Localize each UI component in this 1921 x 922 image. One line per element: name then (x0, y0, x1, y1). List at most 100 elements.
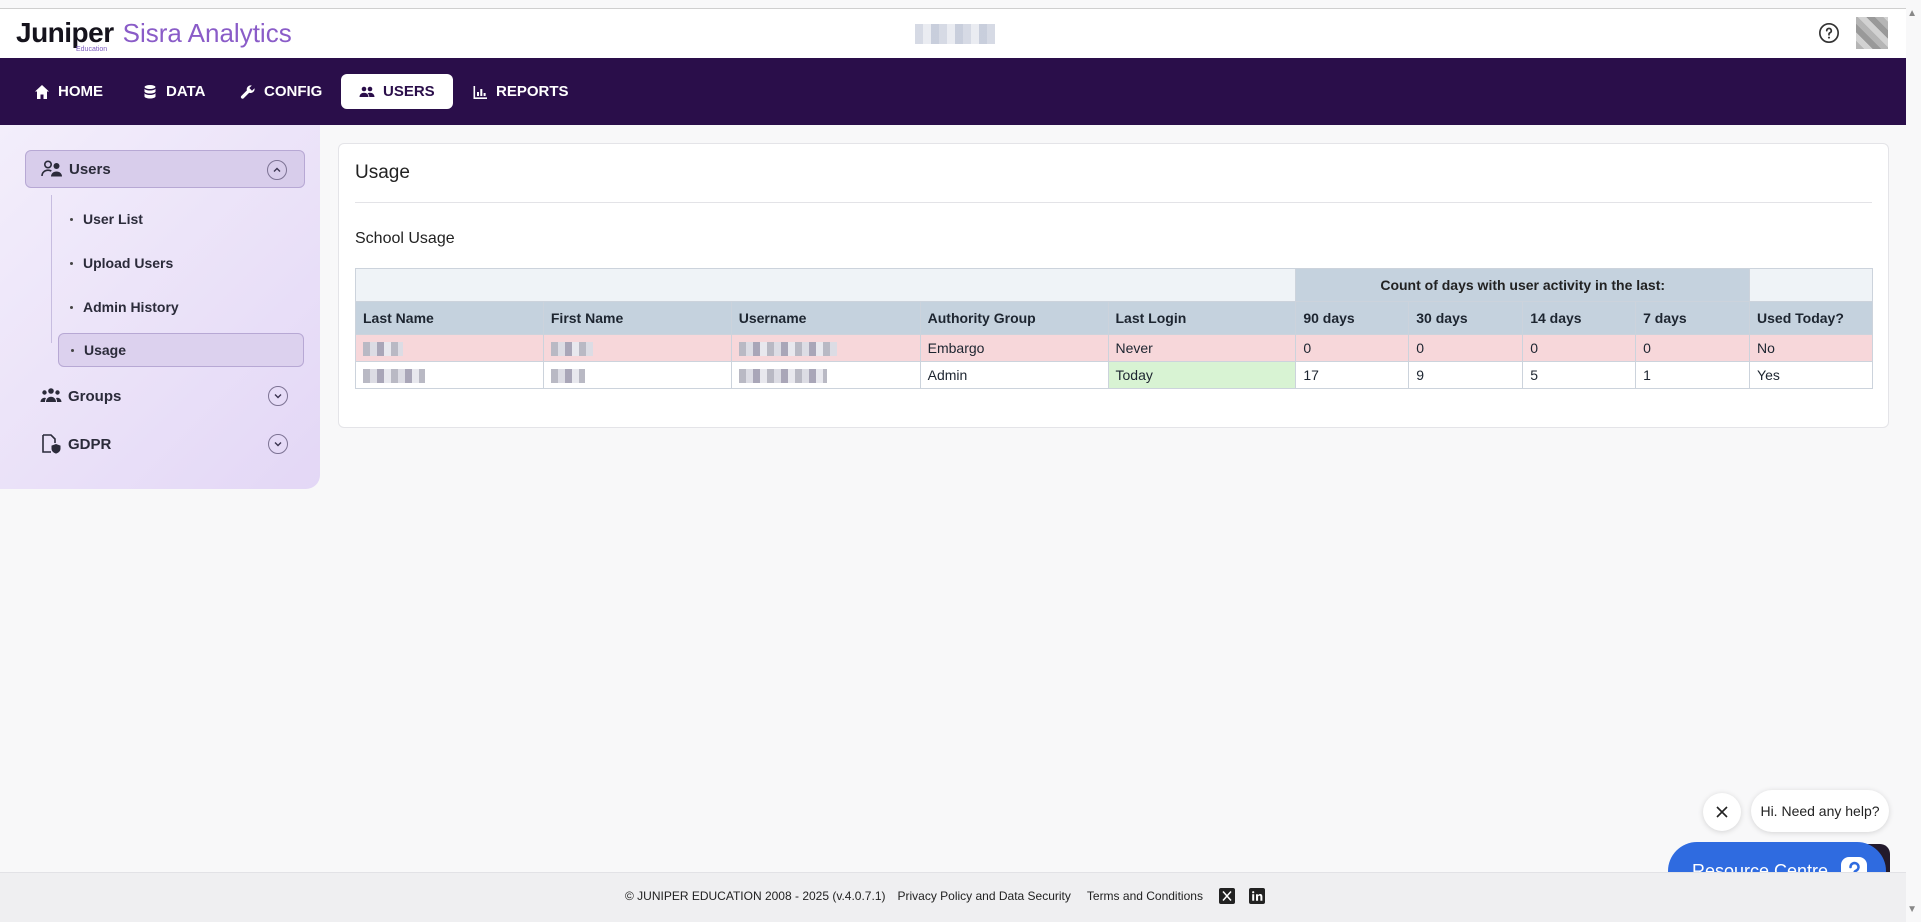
main-nav: HOME DATA CONFIG USERS REPORTS (0, 58, 1906, 125)
redacted-text (363, 342, 403, 357)
scroll-down-arrow-icon[interactable]: ▼ (1907, 904, 1917, 915)
column-header-last-login[interactable]: Last Login (1107, 301, 1297, 335)
sidebar-group-gdpr-label: GDPR (68, 435, 112, 453)
sidebar-group-gdpr[interactable]: GDPR (25, 425, 305, 463)
linkedin-icon[interactable] (1248, 888, 1265, 904)
days-30-cell: 9 (1408, 361, 1524, 389)
nav-reports[interactable]: REPORTS (454, 74, 587, 109)
group-icon (40, 388, 62, 402)
brand-sub: Education (76, 46, 108, 53)
wrench-icon (240, 84, 255, 99)
redacted-text (738, 369, 827, 384)
bullet-icon (70, 305, 73, 309)
sidebar-group-groups[interactable]: Groups (25, 377, 305, 415)
nav-reports-label: REPORTS (496, 83, 569, 100)
submenu-guide-line (51, 195, 52, 343)
sidebar-item-usage[interactable]: Usage (58, 333, 304, 367)
first-name-cell (542, 361, 732, 389)
chevron-up-icon[interactable] (267, 160, 287, 180)
days-14-cell: 0 (1522, 334, 1637, 362)
sidebar-group-users-label: Users (69, 160, 111, 178)
table-group-header-spacer (354, 268, 1297, 302)
school-name-redacted (915, 24, 995, 44)
scroll-up-arrow-icon[interactable]: ▲ (1907, 8, 1917, 19)
authority-group-cell: Admin (919, 361, 1109, 389)
nav-data-label: DATA (166, 83, 206, 100)
users-icon (41, 160, 62, 177)
sidebar-item-label: Admin History (83, 299, 179, 315)
close-help-button[interactable] (1703, 793, 1741, 831)
bullet-icon (70, 217, 73, 221)
days-7-cell: 0 (1635, 334, 1751, 362)
sidebar-item-upload-users[interactable]: Upload Users (58, 246, 304, 280)
last-login-cell: Today (1107, 361, 1297, 389)
column-header-14-days[interactable]: 14 days (1522, 301, 1637, 335)
username-cell (730, 334, 921, 362)
last-login-cell: Never (1107, 334, 1297, 362)
footer: © JUNIPER EDUCATION 2008 - 2025 (v.4.0.7… (0, 872, 1906, 922)
days-7-cell: 1 (1635, 361, 1751, 389)
footer-terms-link[interactable]: Terms and Conditions (1086, 889, 1203, 903)
column-header-last-name[interactable]: Last Name (355, 301, 544, 335)
days-30-cell: 0 (1408, 334, 1524, 362)
sidebar: Users User List Upload Users Admin Histo… (0, 125, 320, 489)
sidebar-item-admin-history[interactable]: Admin History (58, 290, 304, 324)
column-header-username[interactable]: Username (730, 301, 921, 335)
days-90-cell: 0 (1295, 334, 1410, 362)
redacted-text (550, 342, 593, 357)
usage-table: Count of days with user activity in the … (354, 268, 1873, 389)
chevron-down-icon[interactable] (268, 434, 288, 454)
brand-logo[interactable]: Juniper Education Sisra Analytics (16, 17, 292, 53)
nav-home[interactable]: HOME (16, 74, 121, 109)
page-title: Usage (355, 162, 410, 183)
help-prompt-bubble[interactable]: Hi. Need any help? (1751, 790, 1889, 832)
column-header-authority-group[interactable]: Authority Group (919, 301, 1109, 335)
column-header-used-today[interactable]: Used Today? (1749, 301, 1873, 335)
sidebar-group-groups-label: Groups (68, 387, 122, 405)
nav-data[interactable]: DATA (124, 74, 223, 109)
chevron-down-icon[interactable] (268, 386, 288, 406)
days-90-cell: 17 (1295, 361, 1410, 389)
footer-privacy-link[interactable]: Privacy Policy and Data Security (897, 889, 1071, 903)
brand-name: Juniper (16, 17, 114, 48)
sidebar-item-label: User List (83, 211, 143, 227)
title-divider (355, 202, 1872, 203)
table-group-header-spacer (1749, 268, 1873, 302)
nav-config[interactable]: CONFIG (222, 74, 340, 109)
nav-users[interactable]: USERS (341, 74, 453, 109)
used-today-cell: No (1749, 334, 1873, 362)
used-today-cell: Yes (1749, 361, 1873, 389)
table-row[interactable]: Admin Today 17 9 5 1 Yes (355, 361, 1873, 389)
last-name-cell (355, 334, 544, 362)
users-icon (359, 86, 375, 97)
main-content-card: Usage School Usage Count of days with us… (338, 143, 1889, 428)
column-header-30-days[interactable]: 30 days (1408, 301, 1524, 335)
last-name-cell (355, 361, 544, 389)
redacted-text (363, 369, 425, 384)
nav-users-label: USERS (383, 83, 435, 100)
days-14-cell: 5 (1522, 361, 1637, 389)
column-header-first-name[interactable]: First Name (542, 301, 732, 335)
redacted-text (550, 369, 585, 384)
nav-home-label: HOME (58, 83, 103, 100)
home-icon (35, 84, 49, 99)
section-title: School Usage (355, 230, 455, 247)
username-cell (730, 361, 921, 389)
first-name-cell (542, 334, 732, 362)
help-icon[interactable] (1818, 22, 1840, 44)
sidebar-group-users[interactable]: Users (25, 150, 305, 188)
footer-content: © JUNIPER EDUCATION 2008 - 2025 (v.4.0.7… (625, 888, 1279, 904)
authority-group-cell: Embargo (919, 334, 1109, 362)
user-avatar[interactable] (1856, 17, 1888, 49)
activity-group-header: Count of days with user activity in the … (1295, 268, 1751, 302)
sidebar-item-label: Upload Users (83, 255, 174, 271)
top-bar: Juniper Education Sisra Analytics (0, 8, 1906, 59)
brand-product: Sisra Analytics (122, 18, 292, 48)
database-icon (144, 84, 156, 98)
column-header-90-days[interactable]: 90 days (1295, 301, 1410, 335)
x-twitter-icon[interactable] (1218, 888, 1235, 904)
column-header-7-days[interactable]: 7 days (1635, 301, 1751, 335)
sidebar-item-user-list[interactable]: User List (58, 202, 304, 236)
table-row[interactable]: Embargo Never 0 0 0 0 No (355, 334, 1873, 362)
nav-config-label: CONFIG (264, 83, 323, 100)
